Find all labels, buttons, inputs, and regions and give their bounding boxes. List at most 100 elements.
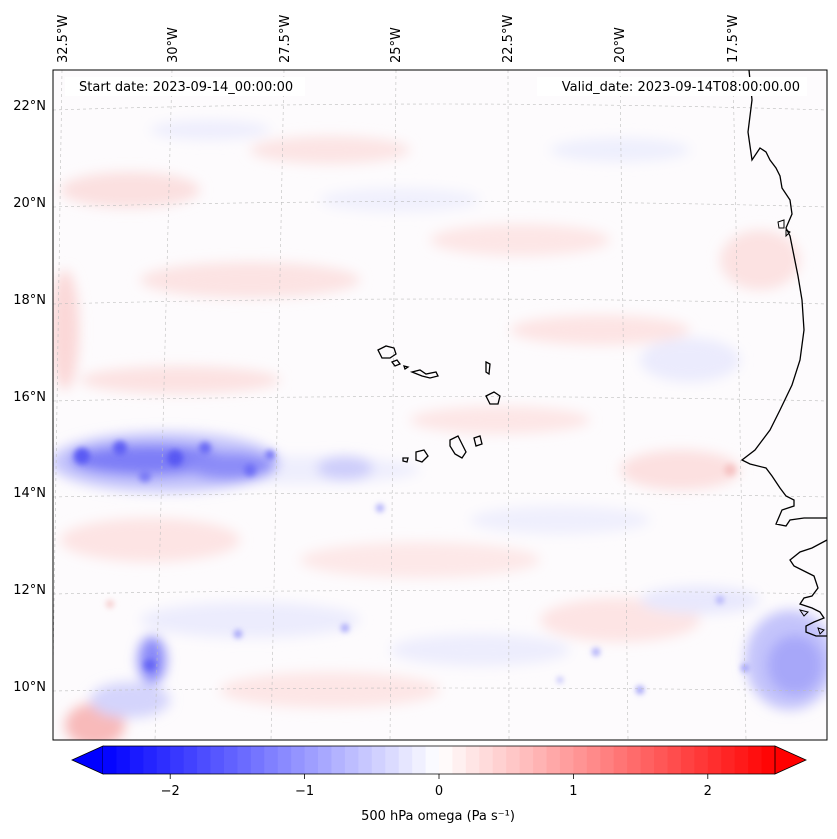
colorbar-band bbox=[425, 746, 440, 774]
lat-label-20n: 20°N bbox=[13, 196, 46, 211]
start-date-label: Start date: 2023-09-14_00:00:00 bbox=[79, 80, 293, 95]
map-frame bbox=[52, 69, 828, 741]
lat-label-12n: 12°N bbox=[13, 583, 46, 598]
colorbar-band bbox=[519, 746, 534, 774]
colorbar-band bbox=[371, 746, 386, 774]
colorbar-tick-label: 2 bbox=[704, 784, 712, 799]
omega-small-cells bbox=[74, 441, 749, 694]
lon-label-25w: 25°W bbox=[389, 27, 404, 63]
colorbar-band bbox=[277, 746, 292, 774]
colorbar-band bbox=[237, 746, 252, 774]
latitude-labels: 22°N 20°N 18°N 16°N 14°N 12°N 10°N bbox=[13, 99, 46, 695]
colorbar-band bbox=[707, 746, 722, 774]
colorbar-tick-label: −2 bbox=[161, 784, 180, 799]
colorbar-band bbox=[385, 746, 400, 774]
colorbar-band bbox=[748, 746, 762, 774]
colorbar-band bbox=[506, 746, 521, 774]
colorbar-tick-label: −1 bbox=[295, 784, 314, 799]
santiago bbox=[449, 435, 467, 459]
colorbar-band bbox=[559, 746, 574, 774]
colorbar-label: 500 hPa omega (Pa s⁻¹) bbox=[361, 809, 515, 824]
colorbar-band bbox=[223, 746, 238, 774]
colorbar-band bbox=[129, 746, 144, 774]
colorbar-band bbox=[103, 746, 117, 774]
colorbar-tick-label: 0 bbox=[435, 784, 443, 799]
header-right-box bbox=[537, 77, 807, 96]
lon-label-17-5w: 17.5°W bbox=[726, 15, 741, 63]
sao-nicolau bbox=[409, 369, 439, 379]
colorbar-tick-label: 1 bbox=[569, 784, 577, 799]
colorbar-band bbox=[439, 746, 453, 774]
colorbar-band bbox=[210, 746, 225, 774]
canary-islands bbox=[777, 219, 791, 238]
lon-label-30w: 30°W bbox=[166, 27, 181, 63]
colorbar-band bbox=[264, 746, 279, 774]
colorbar-band bbox=[412, 746, 426, 774]
colorbar-band bbox=[143, 746, 158, 774]
santo-antao bbox=[377, 345, 397, 359]
colorbar-band bbox=[680, 746, 695, 774]
santa-luzia bbox=[403, 365, 410, 371]
colorbar-band bbox=[533, 746, 547, 774]
colorbar-band bbox=[761, 746, 776, 774]
colorbar-band bbox=[640, 746, 655, 774]
colorbar-band bbox=[170, 746, 185, 774]
colorbar-band bbox=[291, 746, 305, 774]
africa-coastline bbox=[740, 70, 827, 527]
graticule bbox=[53, 70, 827, 740]
colorbar-band bbox=[492, 746, 507, 774]
lat-label-10n: 10°N bbox=[13, 680, 46, 695]
colorbar-band bbox=[318, 746, 332, 774]
lon-label-22-5w: 22.5°W bbox=[501, 15, 516, 63]
maio bbox=[473, 435, 483, 447]
colorbar-extend-max bbox=[774, 745, 807, 775]
colorbar-band bbox=[183, 746, 198, 774]
lat-label-14n: 14°N bbox=[13, 486, 46, 501]
colorbar-band bbox=[627, 746, 641, 774]
brava bbox=[402, 457, 409, 463]
africa-coastline-south bbox=[789, 539, 827, 637]
colorbar-band bbox=[586, 746, 601, 774]
colorbar-ticks: −2 −1 0 1 2 bbox=[161, 774, 712, 799]
colorbar-band bbox=[721, 746, 736, 774]
colorbar-band bbox=[344, 746, 359, 774]
colorbar-band bbox=[600, 746, 615, 774]
colorbar-band bbox=[358, 746, 373, 774]
cape-verde-islands bbox=[377, 345, 501, 463]
colorbar-band bbox=[398, 746, 413, 774]
omega-anomalies bbox=[53, 120, 827, 740]
colorbar-band bbox=[654, 746, 668, 774]
colorbar-band bbox=[452, 746, 467, 774]
colorbar-band bbox=[197, 746, 211, 774]
colorbar-band bbox=[613, 746, 628, 774]
colorbar-bands bbox=[103, 746, 776, 774]
colorbar-band bbox=[304, 746, 319, 774]
colorbar-band bbox=[116, 746, 131, 774]
colorbar-band bbox=[156, 746, 171, 774]
valid-date-label: Valid_date: 2023-09-14T08:00:00.00 bbox=[562, 80, 800, 95]
bissagos-islands bbox=[798, 609, 825, 635]
colorbar-band bbox=[465, 746, 480, 774]
lat-label-16n: 16°N bbox=[13, 390, 46, 405]
colorbar-band bbox=[479, 746, 494, 774]
sao-vicente bbox=[390, 359, 402, 367]
colorbar-band bbox=[331, 746, 346, 774]
lat-label-22n: 22°N bbox=[13, 99, 46, 114]
longitude-labels: 32.5°W 30°W 27.5°W 25°W 22.5°W 20°W 17.5… bbox=[56, 15, 741, 63]
colorbar-band bbox=[734, 746, 749, 774]
sal bbox=[485, 360, 491, 376]
colorbar-extend-min bbox=[71, 745, 104, 775]
fogo bbox=[415, 449, 429, 463]
lon-label-27-5w: 27.5°W bbox=[278, 15, 293, 63]
lat-label-18n: 18°N bbox=[13, 293, 46, 308]
lon-label-32-5w: 32.5°W bbox=[56, 15, 71, 63]
colorbar-band bbox=[694, 746, 709, 774]
colorbar-band bbox=[546, 746, 561, 774]
colorbar-band bbox=[667, 746, 682, 774]
colorbar: −2 −1 0 1 2 500 hPa omega (Pa s⁻¹) bbox=[71, 745, 807, 824]
omega-field: Start date: 2023-09-14_00:00:00 Valid_da… bbox=[53, 70, 827, 740]
lon-label-20w: 20°W bbox=[613, 27, 628, 63]
header-left-box bbox=[65, 77, 305, 96]
colorbar-band bbox=[573, 746, 588, 774]
